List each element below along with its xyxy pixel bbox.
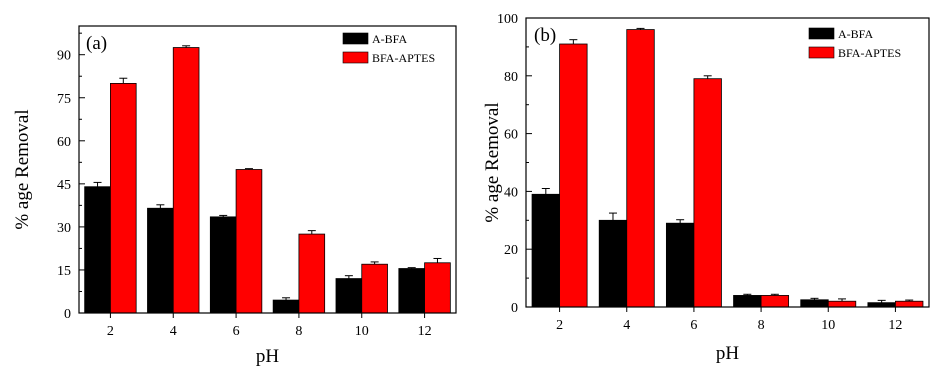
y-tick-label: 75 (57, 92, 71, 107)
x-axis-title: pH (256, 346, 280, 367)
bar (110, 83, 137, 314)
x-tick-label: 2 (556, 318, 563, 333)
bar (531, 193, 560, 308)
bar (800, 299, 829, 308)
x-axis-title: pH (716, 343, 740, 364)
y-tick-label: 60 (504, 128, 518, 143)
y-axis-title: % age Removal (12, 109, 33, 229)
chart-panel-2: 0 20 40 60 80 100 2 4 6 8 10 12 pH % age Removal (b) A-… (482, 12, 930, 364)
bar (895, 300, 924, 308)
bar (733, 295, 762, 308)
panel-label: (a) (86, 33, 107, 54)
x-tick-label: 12 (418, 324, 432, 339)
bar (867, 302, 896, 308)
panel-label: (b) (534, 25, 556, 46)
x-tick-label: 10 (355, 324, 369, 339)
bar (235, 169, 263, 314)
x-tick-label: 4 (170, 324, 177, 339)
y-tick-label: 15 (57, 264, 71, 279)
bar (335, 278, 363, 314)
y-tick-label: 0 (511, 301, 518, 316)
plot-frame (78, 25, 457, 314)
legend-swatch (342, 32, 369, 45)
x-tick-label: 8 (758, 318, 765, 333)
bar (84, 186, 111, 314)
bar (827, 300, 857, 308)
legend: A-BFA BFA-APTES (342, 32, 435, 65)
bar (147, 207, 174, 314)
y-axis-title: % age Removal (482, 102, 503, 222)
bar (361, 263, 388, 314)
legend: A-BFA BFA-APTES (808, 27, 901, 60)
y-tick-label: 80 (504, 70, 518, 85)
y-tick-label: 100 (497, 12, 518, 27)
legend-label: A-BFA (838, 27, 873, 41)
bar (626, 29, 655, 308)
y-tick-label: 45 (57, 178, 71, 193)
legend-swatch (808, 27, 835, 40)
legend-swatch (808, 46, 835, 59)
y-tick-label: 90 (57, 49, 71, 64)
bar (209, 216, 237, 314)
x-tick-label: 4 (623, 318, 630, 333)
bar (559, 43, 588, 308)
chart-panel-1: 0 15 30 45 60 75 90 2 4 6 8 10 12 pH % age Removal (a) A… (12, 25, 457, 367)
x-tick-label: 6 (233, 324, 240, 339)
y-tick-label: 20 (504, 243, 518, 258)
y-tick-label: 30 (57, 221, 71, 236)
legend-label: A-BFA (372, 32, 407, 46)
x-tick-label: 12 (888, 318, 902, 333)
legend-label: BFA-APTES (838, 46, 901, 60)
y-tick-label: 40 (504, 185, 518, 200)
bar (598, 219, 628, 308)
bar (665, 222, 695, 308)
bar (272, 299, 300, 314)
legend-label: BFA-APTES (372, 51, 435, 65)
bar (760, 295, 790, 308)
bar (298, 233, 326, 314)
x-tick-label: 10 (821, 318, 835, 333)
y-tick-label: 60 (57, 135, 71, 150)
bar (693, 78, 722, 308)
bar (424, 262, 451, 314)
x-tick-label: 6 (690, 318, 697, 333)
legend-swatch (342, 51, 369, 64)
y-tick-label: 0 (64, 307, 71, 322)
x-tick-label: 8 (295, 324, 302, 339)
x-tick-label: 2 (107, 324, 114, 339)
bar (398, 268, 425, 314)
bar (172, 47, 200, 314)
